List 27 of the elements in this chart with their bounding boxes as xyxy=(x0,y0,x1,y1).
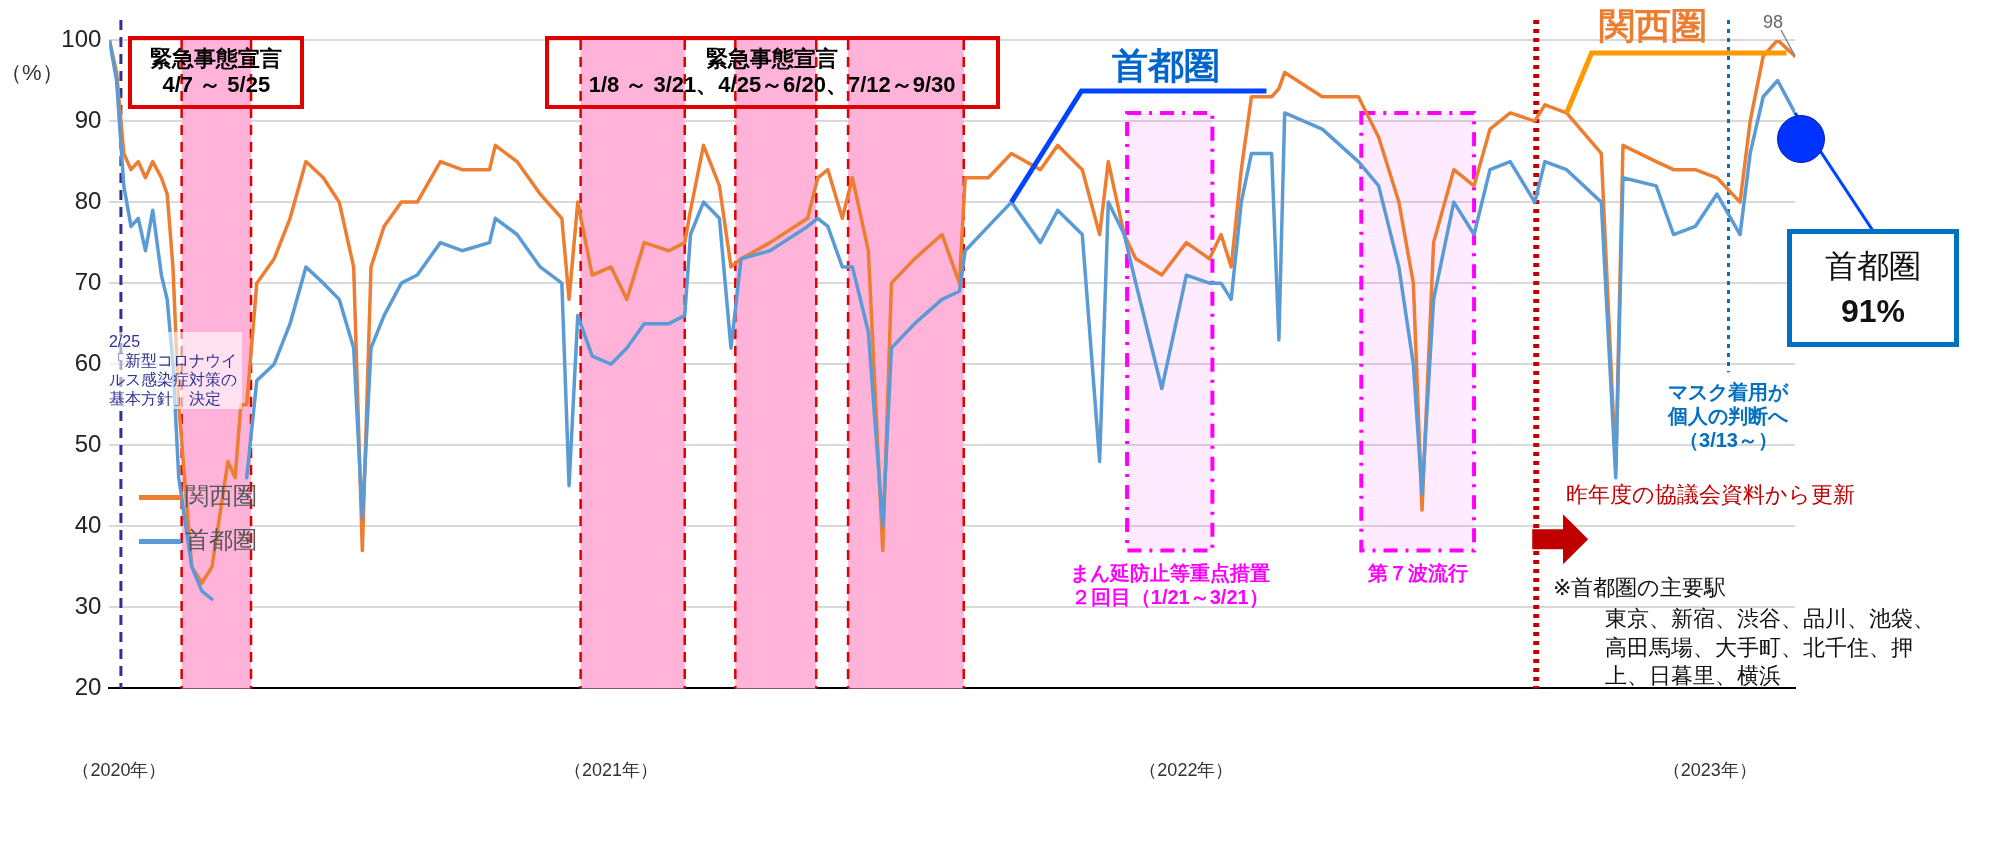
y-tick-label: 50 xyxy=(74,429,102,457)
x-tick-label: （2023年） xyxy=(1662,760,1757,781)
y-tick-label: 100 xyxy=(61,24,102,52)
x-tick-label: （2022年） xyxy=(1139,760,1234,781)
x-tick-label: （2020年） xyxy=(72,760,167,781)
y-tick-label: 90 xyxy=(74,105,102,133)
annotation: ※首都圏の主要駅 xyxy=(1553,574,1727,602)
annotation: 東京、新宿、渋谷、品川、池袋、高田馬場、大手町、北千住、押上、日暮里、横浜 xyxy=(1605,604,1936,691)
annotation: 首都圏 xyxy=(1112,44,1221,88)
annotation: 98 xyxy=(1763,12,1784,34)
ref-line-label: 昨年度の協議会資料から更新 xyxy=(1566,481,1856,509)
x-tick-label: （2021年） xyxy=(563,760,659,781)
annotation: 緊急事態宣言 4/7 ～ 5/25 xyxy=(128,36,305,109)
y-tick-label: 20 xyxy=(74,673,102,701)
band-label: まん延防止等重点措置２回目（1/21～3/21） xyxy=(1068,560,1271,609)
y-tick-label: 30 xyxy=(74,591,102,619)
ref-line-label: 2/25 「新型コロナウイルス感染症対策の基本方針」決定 xyxy=(108,331,242,409)
y-tick-label: 80 xyxy=(74,186,102,214)
y-tick-label: 60 xyxy=(74,348,102,376)
y-tick-label: 40 xyxy=(74,510,102,538)
ref-line-label: マスク着用が個人の判断へ（3/13～） xyxy=(1667,380,1790,453)
annotation: 首都圏 91% xyxy=(1824,246,1922,331)
annotation: 緊急事態宣言 1/8 ～ 3/21、4/25～6/20、7/12～9/30 xyxy=(544,36,1000,109)
band-label: 第７波流行 xyxy=(1367,560,1468,585)
annotation: 関西圏 xyxy=(1598,4,1707,48)
y-axis-title: （%） xyxy=(0,60,64,87)
y-tick-label: 70 xyxy=(74,267,102,295)
